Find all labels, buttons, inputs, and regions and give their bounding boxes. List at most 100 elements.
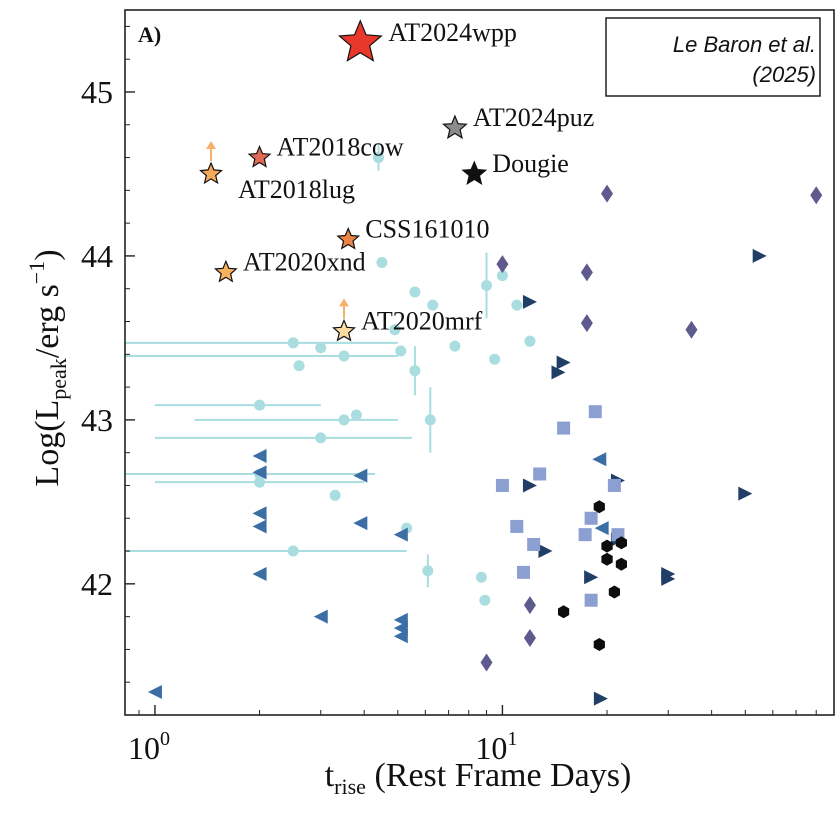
y-tick-label: 44 bbox=[81, 238, 113, 274]
credit-line-2: (2025) bbox=[752, 62, 816, 87]
tri-right-point bbox=[551, 365, 566, 380]
circle-point bbox=[475, 571, 487, 583]
tri-left-point bbox=[252, 448, 267, 463]
event-label: AT2018cow bbox=[277, 133, 404, 162]
y-tick-label: 42 bbox=[81, 566, 113, 602]
y-axis-label-b: /erg s bbox=[29, 284, 66, 358]
diamond-point bbox=[580, 263, 593, 282]
circle-point bbox=[254, 399, 266, 411]
square-point bbox=[588, 405, 602, 419]
y-axis-label: Log(Lpeak/erg s−1) bbox=[24, 249, 71, 486]
event-label: Dougie bbox=[492, 149, 569, 178]
circle-point bbox=[373, 152, 385, 164]
tri-left-point bbox=[393, 629, 408, 644]
tri-right-point bbox=[556, 355, 571, 370]
event-label: CSS161010 bbox=[365, 215, 489, 244]
data-points-layer bbox=[125, 144, 823, 706]
hexagon-point bbox=[593, 638, 605, 651]
circle-point bbox=[329, 489, 341, 501]
x-axis-label-rest: (Rest Frame Days) bbox=[366, 757, 631, 794]
x-tick-exponent: 0 bbox=[160, 728, 170, 750]
lower-limit-arrow-head bbox=[338, 298, 349, 307]
circle-point bbox=[350, 409, 362, 421]
star-marker bbox=[213, 259, 238, 283]
hexagon-point bbox=[615, 536, 627, 550]
y-axis-label-a: Log(L bbox=[29, 400, 66, 487]
square-point bbox=[510, 519, 524, 533]
square-point bbox=[584, 511, 598, 525]
tri-left-point bbox=[252, 519, 267, 534]
hexagon-point bbox=[558, 605, 570, 619]
star-marker bbox=[337, 19, 383, 62]
star-marker bbox=[332, 318, 356, 342]
tri-left-point bbox=[594, 521, 609, 536]
star-marker bbox=[247, 145, 272, 168]
y-axis-label-superscript: −1 bbox=[24, 261, 49, 284]
circle-point bbox=[481, 279, 493, 291]
square-point bbox=[527, 537, 541, 551]
panel-label: A) bbox=[138, 22, 161, 47]
named-events-layer: AT2024wpp AT2024puz Dougie AT2018cow AT2018l… bbox=[199, 18, 594, 342]
circle-point bbox=[427, 299, 439, 311]
x-tick-base: 10 bbox=[128, 730, 160, 766]
diamond-point bbox=[480, 653, 493, 672]
circle-point bbox=[287, 545, 299, 557]
y-axis-label-c: ) bbox=[29, 249, 66, 260]
hexagon-point bbox=[615, 557, 627, 571]
tri-right-point bbox=[584, 570, 599, 585]
circle-point bbox=[489, 353, 501, 365]
diamond-point bbox=[496, 255, 509, 274]
diamond-point bbox=[601, 184, 614, 203]
tri-right-point bbox=[738, 486, 753, 501]
x-axis-label-main: t bbox=[325, 757, 335, 794]
hexagon-point bbox=[601, 552, 613, 566]
tri-right-point bbox=[538, 544, 553, 559]
hexagon-point bbox=[608, 585, 620, 599]
diamond-point bbox=[810, 186, 823, 205]
tri-left-point bbox=[393, 527, 408, 542]
tri-left-point bbox=[252, 465, 267, 480]
tri-right-point bbox=[752, 248, 767, 263]
star-marker bbox=[199, 161, 223, 185]
tri-left-point bbox=[353, 468, 368, 483]
x-axis-label-subscript: rise bbox=[334, 774, 366, 799]
square-point bbox=[533, 467, 547, 481]
x-tick-label: 100 bbox=[128, 728, 170, 766]
circle-point bbox=[287, 337, 299, 349]
lower-limit-arrow-head bbox=[206, 140, 217, 149]
square-point bbox=[557, 421, 571, 435]
circle-point bbox=[293, 360, 305, 372]
circle-point bbox=[376, 256, 388, 268]
circle-point bbox=[338, 350, 350, 362]
diamond-point bbox=[523, 628, 536, 647]
x-axis-label: trise (Rest Frame Days) bbox=[325, 757, 632, 799]
event-label: AT2018lug bbox=[238, 175, 355, 204]
square-point bbox=[517, 565, 531, 579]
circle-point bbox=[449, 340, 461, 352]
hexagon-point bbox=[593, 500, 605, 514]
event-label: AT2024wpp bbox=[388, 18, 517, 47]
credit-box bbox=[605, 17, 821, 97]
tri-right-point bbox=[522, 478, 537, 493]
circle-point bbox=[389, 324, 401, 336]
tri-left-point bbox=[592, 452, 607, 467]
tri-right-point bbox=[522, 294, 537, 309]
y-axis-label-subscript: peak bbox=[46, 358, 71, 400]
star-marker bbox=[442, 114, 468, 140]
tri-left-point bbox=[353, 516, 368, 531]
circle-point bbox=[254, 476, 266, 488]
event-label: AT2020mrf bbox=[361, 306, 483, 335]
circle-point bbox=[479, 594, 491, 606]
tri-left-point bbox=[147, 685, 162, 700]
x-tick-base: 10 bbox=[475, 730, 507, 766]
plot-frame bbox=[124, 9, 835, 716]
square-point bbox=[495, 478, 509, 492]
circle-point bbox=[409, 286, 421, 298]
event-label: AT2020xnd bbox=[243, 247, 366, 276]
circle-point bbox=[496, 270, 508, 282]
diamond-point bbox=[685, 320, 698, 339]
y-tick-label: 45 bbox=[81, 74, 113, 110]
tri-left-point bbox=[252, 567, 267, 581]
